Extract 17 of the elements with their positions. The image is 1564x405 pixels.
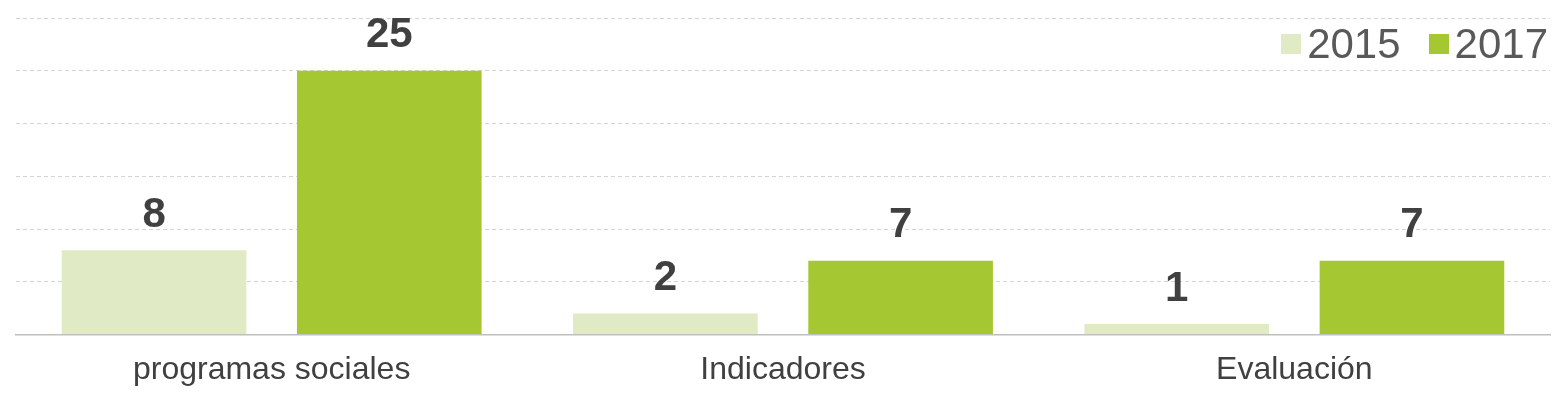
x-tick-label: Indicadores xyxy=(700,349,866,386)
bar xyxy=(1084,324,1270,335)
legend-label: 2015 xyxy=(1307,20,1401,68)
data-label: 8 xyxy=(142,188,166,236)
bar xyxy=(296,70,482,335)
data-label: 2 xyxy=(653,252,678,300)
bar xyxy=(61,250,247,335)
data-label: 7 xyxy=(888,199,913,247)
data-label: 25 xyxy=(365,9,413,57)
data-label: 7 xyxy=(1400,199,1424,247)
bar xyxy=(1319,260,1505,335)
legend-label: 2017 xyxy=(1454,20,1548,68)
bar xyxy=(808,260,993,335)
data-label: 1 xyxy=(1165,262,1189,310)
x-tick-label: Evaluación xyxy=(1216,349,1373,386)
x-tick-label: programas sociales xyxy=(132,349,411,386)
bar xyxy=(573,313,758,335)
